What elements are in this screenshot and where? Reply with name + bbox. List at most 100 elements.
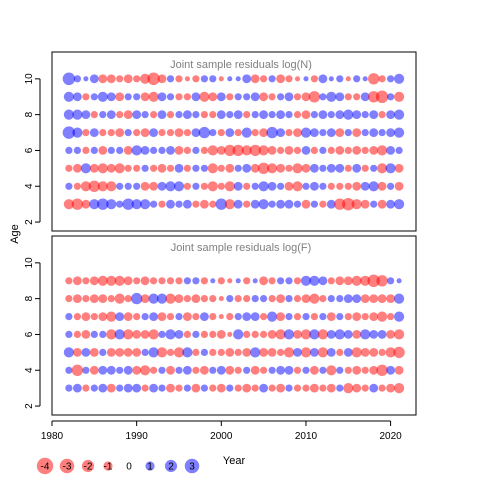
bubble-age3-year1986	[97, 198, 109, 210]
bubble-age3-year2013	[326, 383, 336, 393]
legend-bubble	[184, 458, 200, 474]
bubble-age5-year1988	[115, 347, 125, 357]
bubble-age8-year1997	[191, 294, 201, 304]
bubble-age9-year1990	[133, 93, 141, 101]
bubble-age5-year2014	[335, 163, 345, 173]
bubble-age8-year2013	[327, 111, 335, 119]
bubble-age7-year2013	[326, 312, 336, 322]
bubble-age4-year2020	[387, 182, 395, 190]
panel-bottom-frame	[51, 235, 417, 416]
bubble-age10-year2007	[276, 74, 286, 84]
bubble-age4-year1983	[71, 364, 84, 376]
bubble-age6-year2006	[267, 145, 277, 155]
bubble-age4-year1991	[140, 365, 151, 376]
bubble-age7-year1983	[72, 127, 83, 138]
bubble-age9-year1992	[148, 91, 159, 102]
bubble-age6-year2012	[319, 146, 327, 154]
bubble-age6-year1988	[114, 329, 125, 340]
bubble-age8-year2018	[369, 110, 379, 120]
bubble-age3-year1990	[132, 383, 142, 393]
bubble-age8-year2001	[226, 111, 234, 119]
bubble-age7-year1993	[157, 312, 167, 322]
bubble-age10-year1988	[116, 75, 124, 83]
bubble-age6-year1983	[73, 146, 81, 154]
bubble-age3-year1991	[140, 199, 151, 210]
bubble-age6-year2018	[369, 145, 379, 155]
bubble-age5-year2016	[352, 163, 362, 173]
bubble-age6-year2014	[335, 145, 345, 155]
bubble-age3-year1990	[131, 199, 142, 210]
bubble-age9-year2010	[301, 92, 311, 102]
bubble-age5-year2012	[317, 347, 328, 358]
bubble-age10-year2009	[294, 76, 301, 82]
bubble-age6-year2012	[317, 329, 328, 340]
bubble-age9-year1996	[183, 93, 191, 101]
bubble-age5-year2005	[257, 162, 270, 174]
bubble-age7-year1985	[89, 128, 99, 138]
bubble-age3-year1987	[106, 199, 117, 210]
bubble-age5-year1993	[156, 347, 168, 358]
bubble-age8-year2007	[276, 294, 286, 304]
bubble-age6-year1989	[123, 329, 134, 340]
bubble-age7-year1996	[183, 129, 191, 137]
bubble-age10-year2012	[318, 74, 328, 84]
bubble-age5-year1998	[200, 348, 208, 356]
bubble-age6-year2013	[327, 146, 335, 154]
panel-top-frame	[51, 51, 417, 232]
bubble-age6-year2004	[249, 144, 261, 157]
bubble-age8-year2004	[251, 295, 259, 303]
bubble-age4-year2017	[360, 181, 370, 191]
bubble-age6-year2009	[293, 329, 302, 339]
bubble-age5-year1987	[106, 347, 116, 357]
bubble-age5-year1984	[81, 347, 91, 357]
bubble-age7-year1998	[198, 126, 211, 139]
bubble-age6-year2004	[251, 330, 259, 338]
bubble-age4-year1998	[199, 365, 209, 375]
panel-top-title: Joint sample residuals log(N)	[170, 59, 312, 71]
bubble-age5-year1989	[124, 164, 132, 172]
legend-label: 0	[126, 462, 132, 473]
bubble-age9-year1982	[63, 91, 74, 102]
bubble-age8-year1993	[156, 293, 168, 304]
bubble-age10-year2016	[353, 75, 361, 83]
bubble-age4-year2011	[309, 181, 319, 191]
bubble-age3-year2012	[319, 384, 327, 392]
bubble-age9-year2007	[277, 93, 285, 101]
bubble-age6-year1991	[140, 329, 150, 339]
bubble-age7-year1991	[141, 313, 149, 321]
bubble-age4-year2006	[268, 366, 276, 374]
bubble-age3-year2000	[215, 198, 227, 210]
bubble-age10-year1990	[133, 75, 141, 83]
bubble-age7-year1984	[82, 129, 90, 137]
bubble-age3-year2020	[386, 383, 396, 393]
bubble-age5-year1991	[141, 348, 149, 356]
bubble-age8-year2016	[352, 110, 362, 120]
bubble-age10-year1998	[200, 75, 208, 83]
bubble-age9-year2015	[343, 276, 353, 286]
bubble-age4-year2001	[224, 181, 235, 192]
bubble-age3-year1989	[122, 198, 134, 210]
bubble-age7-year2010	[300, 127, 312, 138]
bubble-age9-year2001	[227, 278, 233, 284]
bubble-age7-year2018	[369, 312, 379, 322]
bubble-age6-year2017	[361, 146, 369, 154]
bubble-age7-year2002	[234, 313, 242, 321]
bubble-age7-year2014	[335, 128, 345, 138]
bubble-age6-year1987	[106, 329, 117, 340]
bubble-age4-year1986	[97, 181, 108, 192]
bubble-age4-year2019	[376, 364, 388, 376]
bubble-age9-year2005	[259, 92, 269, 102]
bubble-age3-year1987	[106, 383, 116, 393]
bubble-age5-year1982	[65, 164, 73, 172]
bubble-age5-year2004	[250, 347, 261, 358]
y-tick-label: 4	[24, 183, 35, 189]
bubble-age6-year1998	[200, 330, 208, 338]
y-tick-label: 6	[24, 331, 35, 337]
bubble-age9-year2009	[293, 277, 302, 285]
bubble-age6-year1987	[107, 146, 115, 154]
bubble-age7-year2001	[225, 128, 235, 138]
bubble-age5-year2017	[361, 164, 369, 172]
bubble-age6-year1991	[140, 145, 150, 155]
bubble-age8-year2016	[352, 294, 362, 304]
bubble-age4-year2002	[234, 366, 242, 374]
